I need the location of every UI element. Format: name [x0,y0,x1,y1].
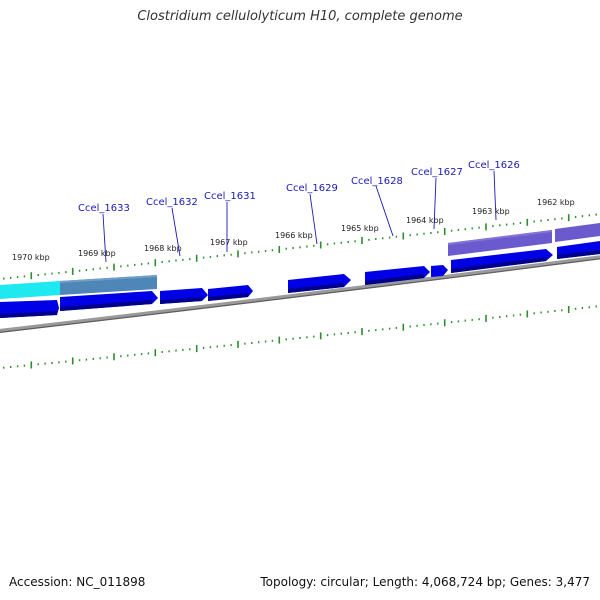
feature-track [0,223,600,299]
scale-label: 1967 kbp [210,238,248,247]
gene-label-ccel-1631[interactable]: Ccel_1631 [204,191,256,202]
gene-label-leaders [102,170,497,263]
genome-backbone-shade [0,258,600,333]
upper-scale-ticks [3,213,597,280]
gene-arrow-shade [557,250,600,259]
gene-arrow-shade [451,257,546,273]
gene-label-ccel-1626[interactable]: Ccel_1626 [468,160,520,171]
purple-feature-2[interactable] [555,223,600,242]
gene-track [0,241,600,318]
gene-arrow[interactable] [431,265,448,277]
scale-label: 1965 kbp [341,224,379,233]
scale-label: 1966 kbp [275,231,313,240]
gene-label-ccel-1629[interactable]: Ccel_1629 [286,183,338,194]
gene-arrow-shade [208,293,248,301]
gene-label-ccel-1632[interactable]: Ccel_1632 [146,197,198,208]
genome-summary-text: Topology: circular; Length: 4,068,724 bp… [260,575,590,589]
accession-text: Accession: NC_011898 [9,575,146,589]
scale-label: 1969 kbp [78,249,116,258]
map-title: Clostridium cellulolyticum H10, complete… [137,9,463,24]
steel-feature-highlight [60,275,157,283]
gene-arrow-shade [160,297,202,304]
scale-label: 1970 kbp [12,253,50,262]
genome-backbone [0,255,600,333]
gene-arrow-shade [60,300,152,311]
lower-scale-ticks [3,305,597,369]
gene-arrow-shade [0,311,57,318]
gene-labels: Ccel_1633 Ccel_1632 Ccel_1631 Ccel_1629 … [78,160,520,214]
scale-label: 1964 kbp [406,216,444,225]
cyan-feature[interactable] [0,281,60,299]
scale-label: 1962 kbp [537,198,575,207]
gene-arrow-shade [288,283,344,293]
gene-label-ccel-1628[interactable]: Ccel_1628 [351,176,403,187]
scale-label: 1968 kbp [144,244,182,253]
scale-label: 1963 kbp [472,207,510,216]
scale-labels: 1970 kbp 1969 kbp 1968 kbp 1967 kbp 1966… [12,198,575,262]
gene-label-ccel-1633[interactable]: Ccel_1633 [78,203,130,214]
gene-arrow-shade [365,274,424,285]
purple-feature-highlight [448,230,552,245]
purple-feature[interactable] [448,230,552,256]
gene-label-ccel-1627[interactable]: Ccel_1627 [411,167,463,178]
